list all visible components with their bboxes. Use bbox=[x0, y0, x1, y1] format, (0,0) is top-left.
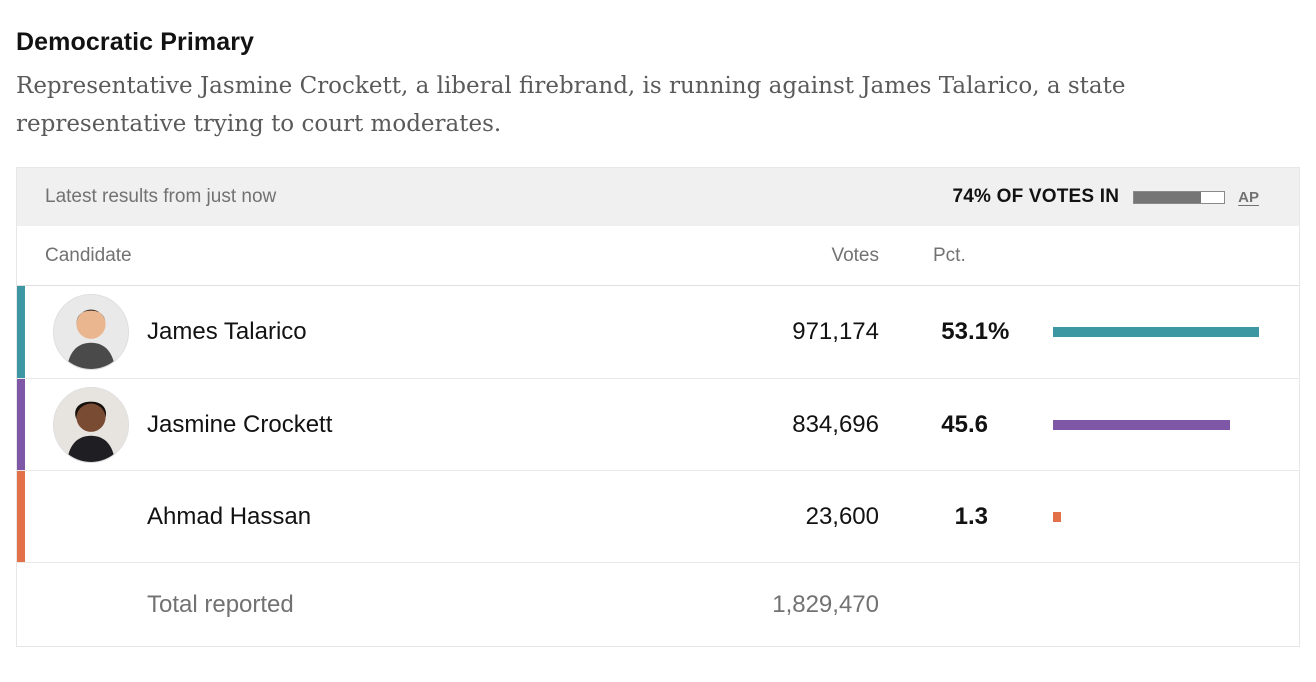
candidate-name: James Talarico bbox=[147, 318, 307, 345]
row-color-bar bbox=[17, 471, 25, 562]
pct-bar-track bbox=[1053, 419, 1259, 430]
candidate-name: Ahmad Hassan bbox=[147, 502, 312, 530]
table-row: James Talarico 971,174 53.1% bbox=[17, 286, 1299, 378]
candidate-pct-suffix: % bbox=[988, 318, 1010, 345]
avatar bbox=[53, 294, 129, 370]
total-reported-label: Total reported bbox=[147, 590, 294, 618]
candidate-pct: 45.6 bbox=[933, 411, 988, 439]
pct-bar-fill bbox=[1053, 511, 1061, 522]
pct-bar-track bbox=[1053, 511, 1259, 522]
avatar-zone bbox=[25, 386, 129, 463]
table-row: Ahmad Hassan 23,600 1.3 bbox=[17, 470, 1299, 562]
candidate-pct-number: 45.6 bbox=[941, 410, 988, 438]
pct-bar-fill bbox=[1053, 419, 1230, 430]
candidate-votes: 834,696 bbox=[792, 410, 879, 438]
ap-source-link[interactable]: AP bbox=[1238, 188, 1259, 206]
avatar bbox=[53, 386, 129, 463]
latest-results-label: Latest results from just now bbox=[45, 186, 277, 207]
page-title: Democratic Primary bbox=[16, 28, 255, 56]
candidate-votes: 971,174 bbox=[792, 318, 879, 345]
row-color-bar bbox=[17, 286, 25, 378]
candidate-column-header: Candidate bbox=[45, 244, 132, 266]
table-row: Jasmine Crockett 834,696 45.6 bbox=[17, 378, 1299, 470]
avatar-zone bbox=[25, 479, 129, 555]
votes-in-progress-fill bbox=[1134, 191, 1201, 203]
votes-in-label: 74% OF VOTES IN bbox=[952, 186, 1120, 207]
status-bar: Latest results from just now 74% OF VOTE… bbox=[17, 168, 1299, 226]
candidate-votes: 23,600 bbox=[805, 502, 879, 530]
candidate-name: Jasmine Crockett bbox=[147, 410, 333, 438]
race-description: Representative Jasmine Crockett, a liber… bbox=[16, 73, 1126, 137]
votes-in-progress-bar bbox=[1133, 190, 1226, 204]
table-column-headers: Candidate Votes Pct. bbox=[17, 226, 1299, 286]
avatar-zone bbox=[25, 294, 129, 370]
pct-bar-track bbox=[1053, 327, 1259, 337]
pct-bar-fill bbox=[1053, 327, 1259, 337]
total-reported-votes: 1,829,470 bbox=[772, 590, 879, 618]
candidate-pct-number: 1.3 bbox=[954, 502, 988, 530]
votes-in-cluster: 74% OF VOTES IN AP bbox=[953, 186, 1260, 208]
candidate-pct: 53.1% bbox=[933, 318, 1009, 346]
candidate-pct-number: 53.1 bbox=[941, 318, 988, 345]
votes-column-header: Votes bbox=[831, 244, 879, 266]
pct-column-header: Pct. bbox=[933, 244, 966, 266]
row-color-bar bbox=[17, 379, 25, 470]
results-card: Latest results from just now 74% OF VOTE… bbox=[16, 167, 1300, 647]
candidate-pct: 1.3 bbox=[933, 503, 988, 531]
total-row: Total reported 1,829,470 bbox=[17, 562, 1299, 646]
